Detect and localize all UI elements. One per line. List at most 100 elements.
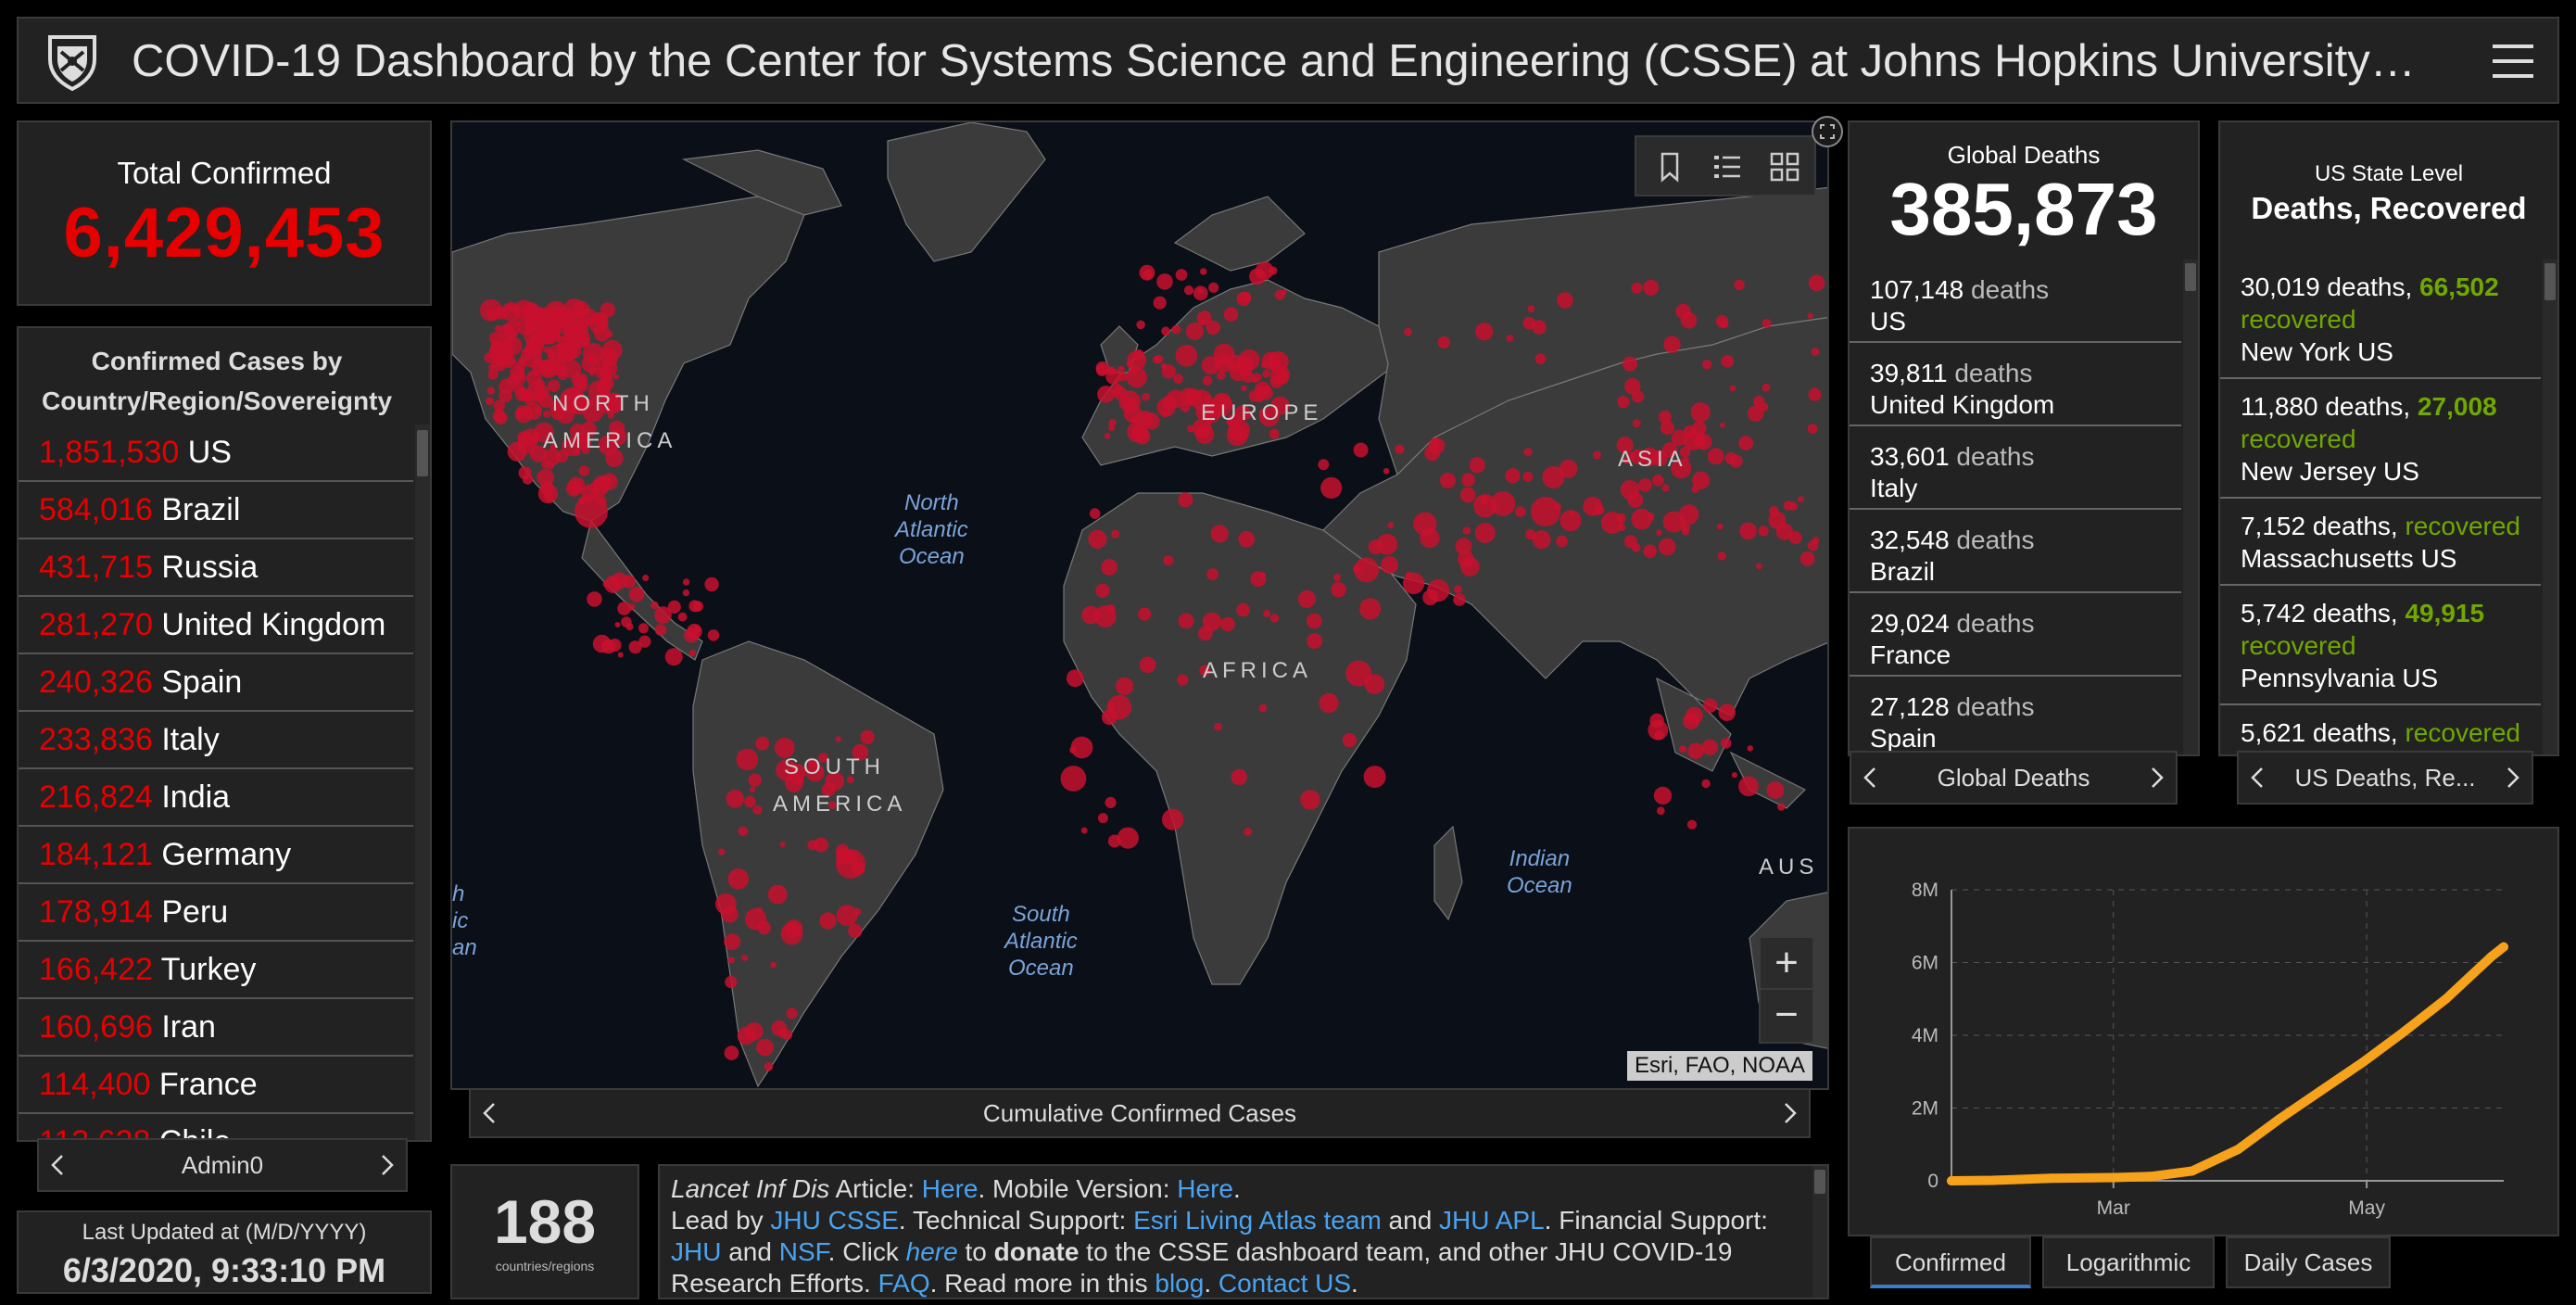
case-marker[interactable] <box>1136 320 1145 330</box>
case-marker[interactable] <box>1318 459 1330 471</box>
case-marker[interactable] <box>1244 828 1252 836</box>
case-marker[interactable] <box>1223 307 1239 322</box>
case-marker[interactable] <box>1812 537 1820 544</box>
case-marker[interactable] <box>613 374 619 380</box>
case-marker[interactable] <box>1153 296 1167 310</box>
case-marker[interactable] <box>1185 322 1204 340</box>
data-point[interactable] <box>2187 1166 2197 1176</box>
case-marker[interactable] <box>524 346 534 356</box>
country-row[interactable]: 584,016 Brazil <box>19 482 413 539</box>
case-marker[interactable] <box>1241 385 1247 392</box>
case-marker[interactable] <box>1616 513 1626 523</box>
case-marker[interactable] <box>725 976 738 989</box>
case-marker[interactable] <box>860 729 875 745</box>
case-marker[interactable] <box>617 602 631 615</box>
case-marker[interactable] <box>1138 607 1152 621</box>
case-marker[interactable] <box>1455 538 1472 555</box>
case-marker[interactable] <box>1111 529 1120 538</box>
case-marker[interactable] <box>1214 722 1222 731</box>
case-marker[interactable] <box>1505 468 1521 484</box>
case-marker[interactable] <box>1643 544 1657 559</box>
case-marker[interactable] <box>1173 374 1183 384</box>
case-marker[interactable] <box>1632 419 1641 428</box>
case-marker[interactable] <box>1724 452 1737 465</box>
case-marker[interactable] <box>1739 522 1757 540</box>
case-marker[interactable] <box>590 478 609 497</box>
case-marker[interactable] <box>562 437 581 457</box>
case-marker[interactable] <box>1307 613 1322 629</box>
case-marker[interactable] <box>1542 466 1565 488</box>
us-state-row[interactable]: 5,742 deaths, 49,915 recovered Pennsylvani… <box>2220 586 2541 705</box>
case-marker[interactable] <box>1570 510 1576 516</box>
case-marker[interactable] <box>819 912 837 930</box>
case-marker[interactable] <box>1522 472 1534 482</box>
case-marker[interactable] <box>1690 402 1711 423</box>
case-marker[interactable] <box>1459 487 1476 503</box>
case-marker[interactable] <box>1807 424 1818 434</box>
case-marker[interactable] <box>1515 506 1526 517</box>
country-row[interactable]: 1,851,530 US <box>19 424 413 482</box>
case-marker[interactable] <box>654 624 667 636</box>
case-marker[interactable] <box>1656 806 1665 816</box>
case-marker[interactable] <box>1215 353 1233 373</box>
case-marker[interactable] <box>628 640 642 654</box>
case-marker[interactable] <box>736 748 759 771</box>
case-marker[interactable] <box>1715 315 1729 328</box>
case-marker[interactable] <box>1402 572 1425 595</box>
case-marker[interactable] <box>1702 698 1718 713</box>
case-marker[interactable] <box>638 623 649 634</box>
case-marker[interactable] <box>1177 674 1189 686</box>
case-marker[interactable] <box>767 884 788 905</box>
case-marker[interactable] <box>1163 555 1174 566</box>
case-marker[interactable] <box>741 954 748 961</box>
case-marker[interactable] <box>664 648 683 666</box>
case-marker[interactable] <box>1799 551 1815 566</box>
case-marker[interactable] <box>587 367 597 376</box>
data-point[interactable] <box>2233 1145 2243 1155</box>
death-row[interactable]: 33,601 deaths Italy <box>1850 426 2181 510</box>
case-marker[interactable] <box>825 771 845 792</box>
case-marker[interactable] <box>1652 475 1664 487</box>
case-marker[interactable] <box>1616 437 1634 454</box>
case-marker[interactable] <box>1238 531 1255 548</box>
case-marker[interactable] <box>828 801 837 809</box>
mobile-version-link[interactable]: Here <box>1177 1174 1233 1203</box>
case-marker[interactable] <box>1269 614 1280 623</box>
country-row[interactable]: 113,628 Chile <box>19 1114 413 1140</box>
case-marker[interactable] <box>1175 269 1188 281</box>
case-marker[interactable] <box>492 409 506 423</box>
tab-daily-cases[interactable]: Daily Cases <box>2226 1236 2391 1288</box>
case-marker[interactable] <box>654 606 672 624</box>
case-marker[interactable] <box>1701 739 1718 755</box>
case-marker[interactable] <box>1462 526 1471 535</box>
case-marker[interactable] <box>1531 497 1560 526</box>
case-marker[interactable] <box>1658 538 1676 556</box>
case-marker[interactable] <box>587 352 595 359</box>
case-marker[interactable] <box>1252 376 1258 383</box>
case-marker[interactable] <box>688 649 696 657</box>
case-marker[interactable] <box>1734 279 1745 291</box>
case-marker[interactable] <box>1692 471 1711 489</box>
case-marker[interactable] <box>1197 287 1204 294</box>
case-marker[interactable] <box>1143 269 1153 280</box>
case-marker[interactable] <box>579 308 598 326</box>
case-marker[interactable] <box>1202 375 1213 386</box>
country-list-scrollbar[interactable] <box>415 424 430 1140</box>
case-marker[interactable] <box>563 298 585 319</box>
case-marker[interactable] <box>1721 355 1735 368</box>
case-marker[interactable] <box>667 600 681 614</box>
case-marker[interactable] <box>1088 529 1107 549</box>
case-marker[interactable] <box>1236 602 1250 617</box>
zoom-in-button[interactable]: + <box>1761 938 1812 990</box>
case-marker[interactable] <box>578 465 590 476</box>
case-marker[interactable] <box>1678 745 1687 754</box>
case-marker[interactable] <box>642 575 650 581</box>
case-marker[interactable] <box>1653 786 1673 805</box>
case-marker[interactable] <box>1671 458 1692 479</box>
case-marker[interactable] <box>1161 364 1177 379</box>
case-marker[interactable] <box>537 468 554 487</box>
case-marker[interactable] <box>604 576 622 593</box>
jhu-link[interactable]: JHU <box>671 1237 722 1266</box>
case-marker[interactable] <box>1319 692 1339 714</box>
case-marker[interactable] <box>1631 508 1653 530</box>
